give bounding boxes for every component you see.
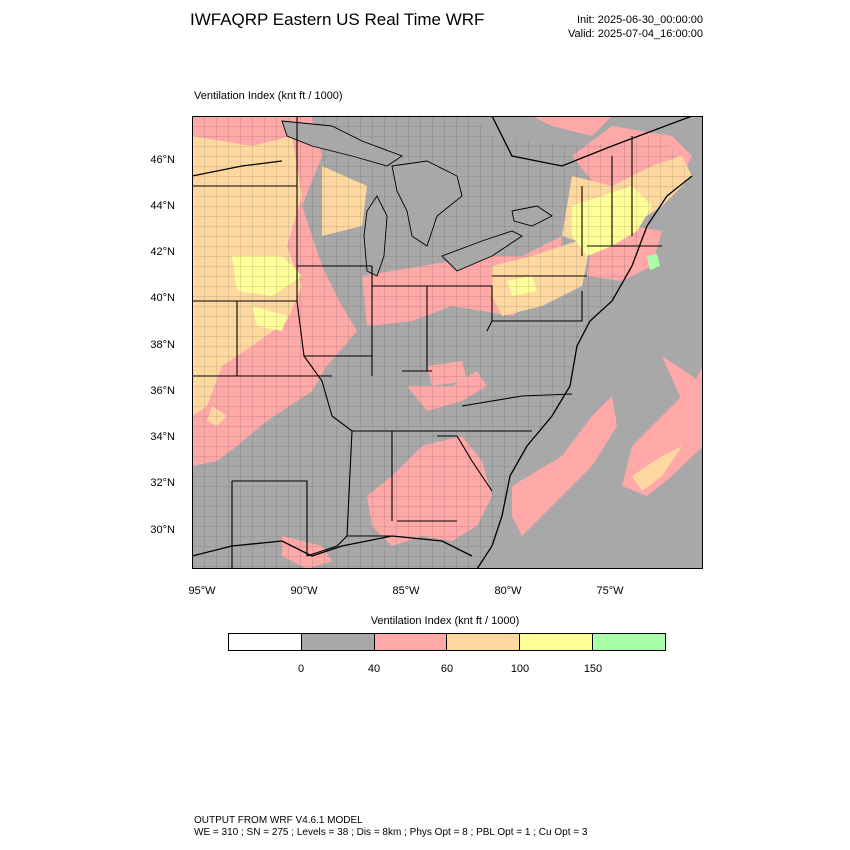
colorbar (228, 633, 666, 651)
state-borders (192, 116, 662, 569)
lat-label-42: 42°N (150, 246, 175, 258)
lat-label-30: 30°N (150, 524, 175, 536)
colorbar-segment (446, 634, 520, 650)
lon-label-75: 75°W (596, 585, 624, 597)
colorbar-segment (300, 634, 374, 650)
lon-label-85: 85°W (392, 585, 420, 597)
footer-line-2: WE = 310 ; SN = 275 ; Levels = 38 ; Dis … (194, 827, 588, 838)
colorbar-segment (229, 634, 301, 650)
county-lines (192, 116, 692, 569)
plot-title: IWFAQRP Eastern US Real Time WRF (190, 10, 485, 29)
colorbar-tick-40: 40 (367, 663, 381, 675)
lat-label-38: 38°N (150, 339, 175, 351)
run-times: Init: 2025-06-30_00:00:00 Valid: 2025-07… (568, 13, 703, 41)
lat-label-40: 40°N (150, 292, 175, 304)
lon-label-90: 90°W (290, 585, 318, 597)
lat-label-32: 32°N (150, 477, 175, 489)
field-green (647, 254, 660, 270)
colorbar-tick-150: 150 (583, 663, 603, 675)
valid-time: Valid: 2025-07-04_16:00:00 (568, 28, 703, 40)
colorbar-segment (373, 634, 447, 650)
colorbar-tick-0: 0 (297, 663, 305, 675)
lat-label-46: 46°N (150, 154, 175, 166)
colorbar-tick-60: 60 (440, 663, 454, 675)
lon-label-95: 95°W (188, 585, 216, 597)
colorbar-title: Ventilation Index (knt ft / 1000) (370, 615, 520, 627)
coastlines (192, 116, 693, 569)
lat-label-44: 44°N (150, 200, 175, 212)
colorbar-segment (592, 634, 665, 650)
model-footer: OUTPUT FROM WRF V4.6.1 MODEL WE = 310 ; … (194, 815, 587, 839)
lat-label-34: 34°N (150, 431, 175, 443)
lat-label-36: 36°N (150, 385, 175, 397)
footer-line-1: OUTPUT FROM WRF V4.6.1 MODEL (194, 815, 363, 826)
lon-label-80: 80°W (494, 585, 522, 597)
field-label: Ventilation Index (knt ft / 1000) (194, 90, 343, 102)
map-frame (192, 116, 703, 569)
colorbar-segment (519, 634, 593, 650)
init-time: Init: 2025-06-30_00:00:00 (577, 14, 703, 26)
map-plot (192, 116, 703, 569)
great-lakes (281, 120, 553, 277)
colorbar-tick-100: 100 (510, 663, 530, 675)
